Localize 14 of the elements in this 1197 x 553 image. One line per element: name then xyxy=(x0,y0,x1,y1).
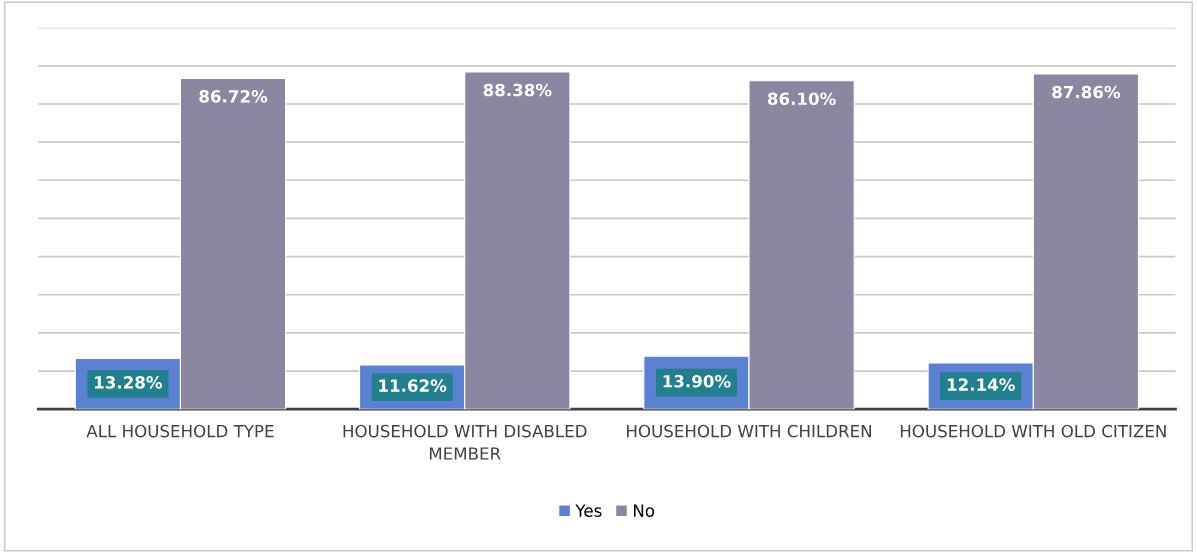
data-label: 87.86% xyxy=(1052,85,1121,99)
x-tick-label: HOUSEHOLD WITH DISABLED MEMBER xyxy=(343,424,587,460)
legend-label: No xyxy=(633,504,655,517)
legend-label: Yes xyxy=(575,504,602,517)
data-label: 11.62% xyxy=(379,379,447,392)
data-label: 88.38% xyxy=(483,83,552,97)
x-tick-label: ALL HOUSEHOLD TYPE xyxy=(86,424,274,438)
x-tick-label: HOUSEHOLD WITH CHILDREN xyxy=(627,424,871,438)
data-label: 12.14% xyxy=(947,378,1015,391)
x-tick-label: HOUSEHOLD WITH OLD CITIZEN xyxy=(900,424,1166,438)
data-label: 13.90% xyxy=(663,374,731,388)
data-label: 86.10% xyxy=(767,92,836,106)
data-label: 86.72% xyxy=(199,90,268,103)
data-label: 13.28% xyxy=(95,376,163,389)
